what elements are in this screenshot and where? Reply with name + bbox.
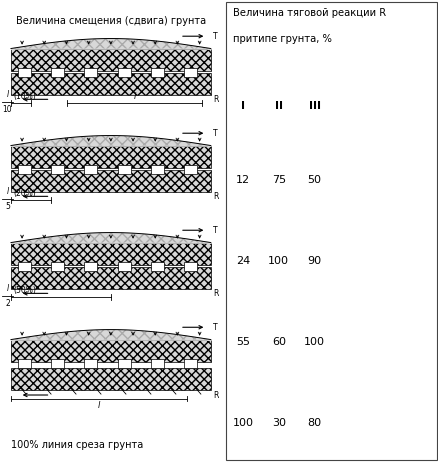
- Text: 100: 100: [268, 256, 289, 266]
- Text: II: II: [274, 101, 282, 111]
- Text: Величина тяговой реакции R: Величина тяговой реакции R: [232, 8, 385, 18]
- Bar: [51, 68, 64, 77]
- Text: III: III: [308, 101, 320, 111]
- Text: l: l: [7, 188, 8, 196]
- Text: 12: 12: [235, 175, 249, 185]
- Text: 24: 24: [235, 256, 250, 266]
- Bar: [51, 165, 64, 174]
- Text: l: l: [97, 401, 100, 409]
- Bar: [84, 165, 97, 174]
- Text: 50: 50: [307, 175, 321, 185]
- Text: R: R: [212, 390, 218, 400]
- Bar: [84, 262, 97, 271]
- Bar: [51, 359, 64, 368]
- Bar: [117, 262, 131, 271]
- Text: (10%): (10%): [13, 92, 36, 101]
- Bar: [184, 359, 197, 368]
- Text: 55: 55: [235, 337, 249, 347]
- Bar: [84, 359, 97, 368]
- Bar: [117, 359, 131, 368]
- Bar: [151, 262, 164, 271]
- Text: 90: 90: [307, 256, 321, 266]
- Bar: [11, 267, 210, 289]
- Text: 100: 100: [304, 337, 325, 347]
- Bar: [11, 49, 210, 71]
- Bar: [11, 73, 210, 95]
- Text: l: l: [133, 92, 135, 101]
- Bar: [11, 170, 210, 192]
- Text: T: T: [212, 323, 217, 332]
- Bar: [18, 262, 31, 271]
- Bar: [117, 68, 131, 77]
- Bar: [184, 262, 197, 271]
- Bar: [117, 165, 131, 174]
- Bar: [11, 368, 210, 390]
- Text: R: R: [212, 192, 218, 201]
- Bar: [18, 68, 31, 77]
- Text: 2: 2: [5, 299, 10, 308]
- Text: притипе грунта, %: притипе грунта, %: [232, 34, 331, 44]
- Text: R: R: [212, 289, 218, 298]
- Text: T: T: [212, 226, 217, 235]
- Text: 80: 80: [307, 418, 321, 428]
- Bar: [18, 165, 31, 174]
- Bar: [11, 146, 210, 168]
- Bar: [11, 340, 210, 362]
- Bar: [84, 68, 97, 77]
- Text: 30: 30: [271, 418, 285, 428]
- Text: I: I: [240, 101, 244, 111]
- Text: 75: 75: [271, 175, 285, 185]
- Text: T: T: [212, 32, 217, 41]
- Text: l: l: [7, 285, 8, 293]
- Text: R: R: [212, 95, 218, 104]
- Text: 100: 100: [232, 418, 253, 428]
- Bar: [151, 68, 164, 77]
- Bar: [18, 359, 31, 368]
- Text: 10: 10: [3, 105, 12, 114]
- Bar: [151, 165, 164, 174]
- Text: 60: 60: [271, 337, 285, 347]
- Text: T: T: [212, 129, 217, 138]
- Bar: [151, 359, 164, 368]
- Text: (20%): (20%): [13, 189, 36, 198]
- Text: l: l: [7, 91, 8, 99]
- Text: Величина смещения (сдвига) грунта: Величина смещения (сдвига) грунта: [16, 16, 205, 26]
- Text: 100% линия среза грунта: 100% линия среза грунта: [11, 440, 143, 450]
- Text: (50%): (50%): [13, 286, 36, 295]
- Bar: [11, 243, 210, 265]
- Text: 5: 5: [5, 202, 10, 211]
- Bar: [226, 2, 436, 460]
- Bar: [184, 165, 197, 174]
- Bar: [184, 68, 197, 77]
- Bar: [51, 262, 64, 271]
